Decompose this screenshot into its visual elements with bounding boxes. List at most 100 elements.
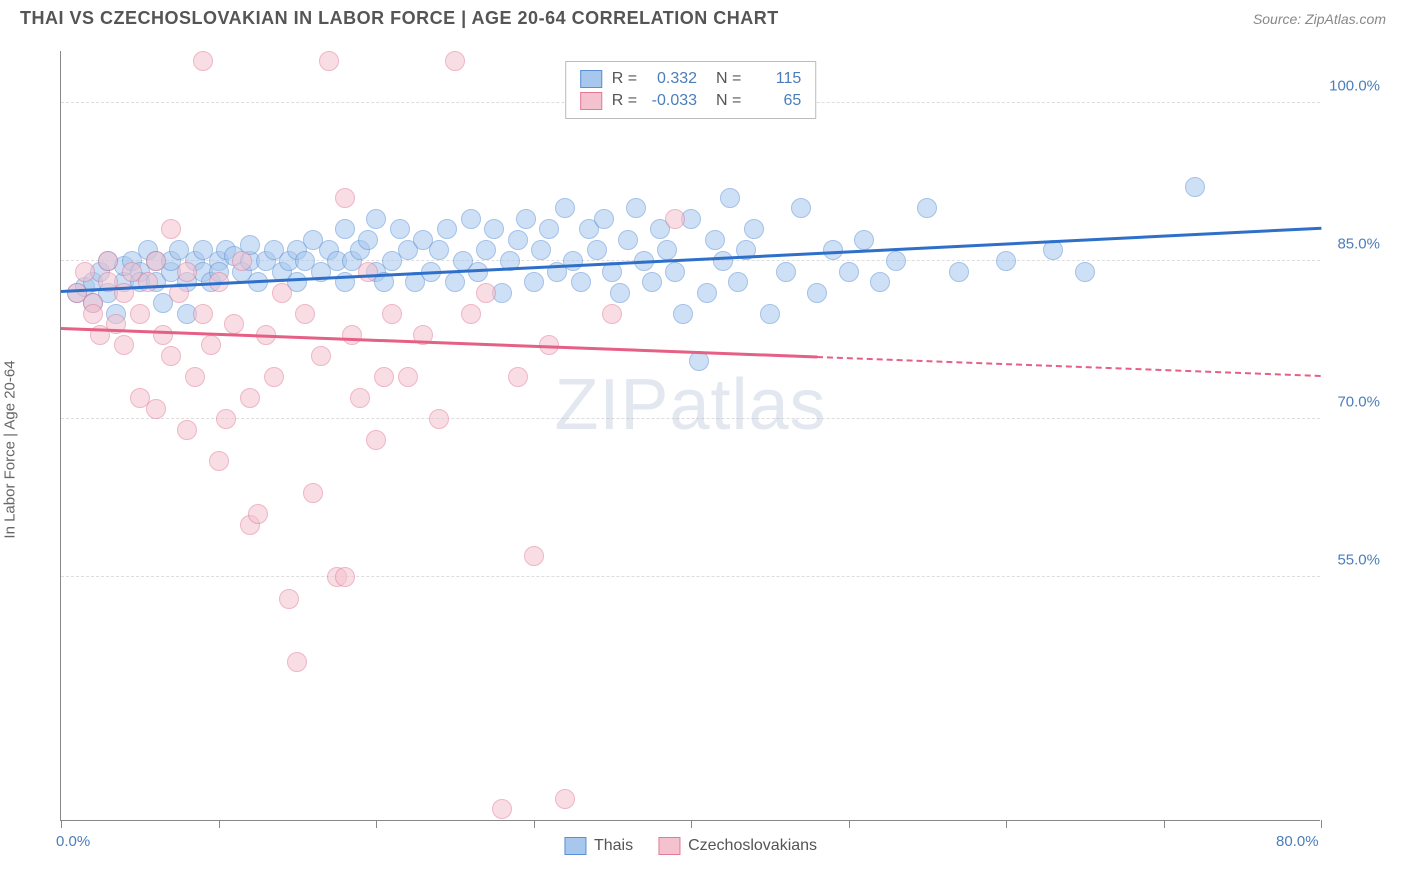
scatter-point <box>642 272 662 292</box>
legend-row: R =-0.033 N =65 <box>580 90 802 112</box>
scatter-point <box>665 209 685 229</box>
legend-r-label: R = <box>612 70 637 88</box>
scatter-point <box>657 240 677 260</box>
scatter-point <box>870 272 890 292</box>
scatter-point <box>1075 262 1095 282</box>
scatter-point <box>279 589 299 609</box>
trend-line <box>817 356 1321 377</box>
scatter-point <box>602 304 622 324</box>
scatter-point <box>98 251 118 271</box>
scatter-point <box>209 451 229 471</box>
scatter-point <box>366 430 386 450</box>
scatter-point <box>177 420 197 440</box>
source-attribution: Source: ZipAtlas.com <box>1253 11 1386 27</box>
scatter-point <box>776 262 796 282</box>
scatter-point <box>854 230 874 250</box>
scatter-point <box>461 304 481 324</box>
scatter-point <box>476 240 496 260</box>
scatter-point <box>382 304 402 324</box>
scatter-point <box>587 240 607 260</box>
scatter-point <box>484 219 504 239</box>
scatter-point <box>287 652 307 672</box>
scatter-point <box>311 346 331 366</box>
scatter-point <box>461 209 481 229</box>
watermark: ZIPatlas <box>554 364 826 446</box>
scatter-point <box>476 283 496 303</box>
scatter-point <box>303 483 323 503</box>
legend-r-value: 0.332 <box>647 70 697 88</box>
x-tick <box>849 820 850 828</box>
scatter-point <box>689 351 709 371</box>
scatter-point <box>161 219 181 239</box>
legend-n-label: N = <box>707 70 741 88</box>
scatter-point <box>492 799 512 819</box>
scatter-point <box>429 409 449 429</box>
legend-swatch <box>658 837 680 855</box>
scatter-point <box>807 283 827 303</box>
scatter-point <box>358 230 378 250</box>
scatter-point <box>390 219 410 239</box>
x-tick <box>1321 820 1322 828</box>
scatter-point <box>917 198 937 218</box>
chart-container: In Labor Force | Age 20-64 ZIPatlas R =0… <box>20 41 1386 841</box>
legend-r-value: -0.033 <box>647 92 697 110</box>
scatter-point <box>713 251 733 271</box>
scatter-point <box>153 325 173 345</box>
scatter-point <box>728 272 748 292</box>
scatter-point <box>177 262 197 282</box>
correlation-legend: R =0.332 N =115R =-0.033 N =65 <box>565 61 817 119</box>
x-tick <box>534 820 535 828</box>
x-tick <box>1006 820 1007 828</box>
y-axis-label: In Labor Force | Age 20-64 <box>2 360 19 538</box>
scatter-point <box>555 789 575 809</box>
legend-row: R = 0.332 N = 115 <box>580 68 802 90</box>
series-label: Thais <box>594 837 633 855</box>
scatter-point <box>697 283 717 303</box>
scatter-point <box>193 51 213 71</box>
scatter-point <box>75 262 95 282</box>
scatter-point <box>350 388 370 408</box>
series-legend: Thais Czechoslovakians <box>564 837 817 855</box>
scatter-point <box>555 198 575 218</box>
chart-title: THAI VS CZECHOSLOVAKIAN IN LABOR FORCE |… <box>20 8 779 29</box>
legend-swatch <box>580 92 602 110</box>
scatter-point <box>673 304 693 324</box>
scatter-point <box>138 272 158 292</box>
scatter-point <box>720 188 740 208</box>
scatter-point <box>146 399 166 419</box>
scatter-point <box>760 304 780 324</box>
scatter-point <box>193 304 213 324</box>
scatter-point <box>705 230 725 250</box>
scatter-point <box>996 251 1016 271</box>
scatter-point <box>232 251 252 271</box>
scatter-point <box>83 304 103 324</box>
legend-n-value: 65 <box>751 92 801 110</box>
scatter-point <box>626 198 646 218</box>
scatter-point <box>335 567 355 587</box>
scatter-point <box>839 262 859 282</box>
scatter-point <box>949 262 969 282</box>
scatter-point <box>264 367 284 387</box>
scatter-point <box>114 335 134 355</box>
scatter-point <box>295 304 315 324</box>
scatter-point <box>539 219 559 239</box>
scatter-point <box>508 230 528 250</box>
scatter-point <box>886 251 906 271</box>
legend-r-label: R = <box>612 92 637 110</box>
scatter-point <box>563 251 583 271</box>
series-label: Czechoslovakians <box>688 837 817 855</box>
series-legend-item: Czechoslovakians <box>658 837 817 855</box>
legend-n-value: 115 <box>751 70 801 88</box>
scatter-point <box>744 219 764 239</box>
scatter-point <box>524 272 544 292</box>
scatter-point <box>531 240 551 260</box>
scatter-point <box>366 209 386 229</box>
scatter-point <box>665 262 685 282</box>
y-tick-label: 55.0% <box>1337 552 1380 569</box>
x-tick-label: 0.0% <box>56 833 90 850</box>
scatter-point <box>130 304 150 324</box>
scatter-point <box>610 283 630 303</box>
x-tick <box>376 820 377 828</box>
scatter-point <box>216 409 236 429</box>
scatter-point <box>524 546 544 566</box>
